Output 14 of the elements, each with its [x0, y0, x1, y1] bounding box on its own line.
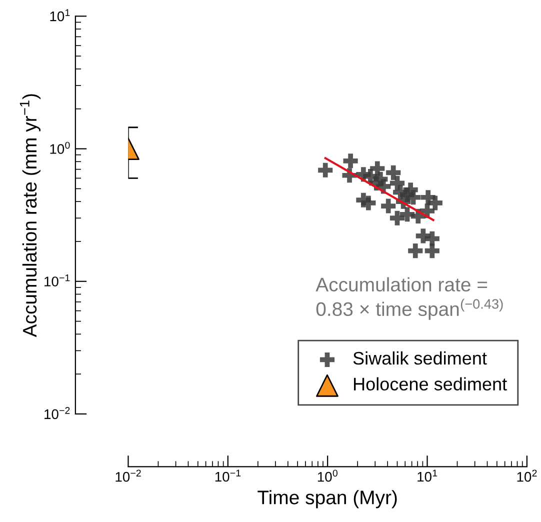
y-tick-label: 10$^{0}$ — [50, 142, 70, 154]
x-tick-label: 10$^{2}$ — [517, 470, 537, 482]
x-tick-label: 10$^{−2}$ — [116, 470, 141, 482]
x-tick-label: 10$^{0}$ — [318, 470, 338, 482]
x-tick-label: 10$^{1}$ — [418, 470, 438, 482]
annotation: Accumulation rate = 0.83 × time span$^{(−0.43)}$ — [316, 277, 503, 320]
legend-label: Holocene sediment — [354, 377, 507, 391]
legend-label: Siwalik sediment — [353, 351, 487, 365]
y-tick-label: 10$^{1}$ — [50, 9, 70, 22]
x-axis-title: Time span (Myr) — [258, 490, 397, 508]
x-tick-label: 10$^{−1}$ — [215, 470, 241, 482]
y-axis-title: Accumulation rate (mm yr$^{−1}$) — [20, 94, 40, 338]
y-tick-label: 10$^{−2}$ — [44, 407, 70, 420]
y-tick-label: 10$^{−1}$ — [44, 274, 70, 286]
